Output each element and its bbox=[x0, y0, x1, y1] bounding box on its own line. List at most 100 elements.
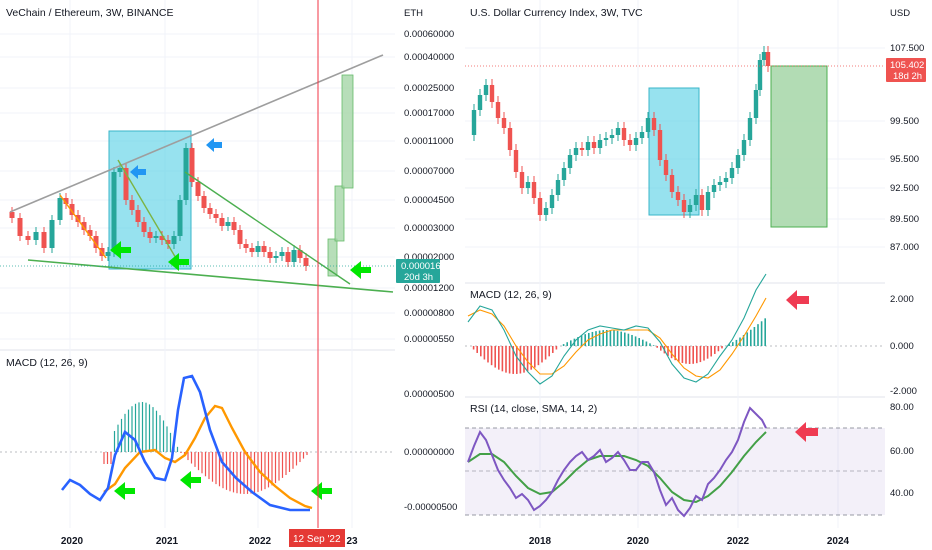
left-y-tick: 0.00060000 bbox=[404, 29, 454, 40]
left-candle bbox=[105, 252, 111, 256]
left-x-tick: 2022 bbox=[249, 536, 272, 547]
right-candle bbox=[723, 178, 729, 182]
right-price-badge bbox=[886, 58, 926, 82]
right-macd-line bbox=[467, 273, 767, 385]
projection-box-2 bbox=[334, 185, 345, 242]
right-candle bbox=[741, 140, 747, 155]
right-candle bbox=[717, 182, 723, 185]
left-y-tick: 0.00001200 bbox=[404, 283, 454, 294]
right-x-tick: 2018 bbox=[529, 536, 552, 547]
right-candle bbox=[501, 118, 507, 128]
right-candle bbox=[675, 192, 681, 200]
left-candle bbox=[261, 246, 267, 252]
rsi-tick: 40.00 bbox=[890, 488, 914, 499]
right-candle bbox=[513, 150, 519, 172]
left-candle bbox=[279, 252, 285, 256]
left-y-tick: 0.00002000 bbox=[404, 252, 454, 263]
green-arrow-macd-3 bbox=[311, 482, 332, 500]
lower-trendline bbox=[27, 259, 394, 293]
left-candle bbox=[183, 148, 189, 200]
left-candle bbox=[153, 236, 159, 238]
left-candle bbox=[25, 236, 31, 240]
right-candle bbox=[747, 118, 753, 140]
right-price-countdown: 18d 2h bbox=[893, 71, 922, 82]
left-candle bbox=[117, 168, 123, 172]
right-pattern-box bbox=[648, 87, 700, 216]
left-y-tick: 0.00025000 bbox=[404, 83, 454, 94]
right-candle bbox=[645, 118, 651, 132]
red-arrow-macd bbox=[786, 290, 809, 310]
green-arrow-macd-1 bbox=[114, 482, 135, 500]
right-macd-tick: -2.000 bbox=[890, 386, 917, 397]
left-y-ticks: 0.00060000 0.00040000 0.00025000 0.00017000… bbox=[404, 29, 454, 345]
left-y-tick: 0.00003000 bbox=[404, 223, 454, 234]
right-macd-tick: 2.000 bbox=[890, 294, 914, 305]
right-candle bbox=[525, 182, 531, 188]
right-signal-line bbox=[467, 297, 767, 379]
left-macd-tick: -0.00000500 bbox=[404, 502, 457, 513]
left-candles bbox=[9, 143, 309, 271]
right-candle bbox=[573, 148, 579, 155]
left-candle bbox=[57, 198, 63, 220]
left-candle bbox=[141, 222, 147, 232]
left-candle bbox=[297, 250, 303, 258]
rsi-band bbox=[465, 428, 885, 515]
right-candle bbox=[621, 128, 627, 140]
right-candle bbox=[561, 168, 567, 180]
left-candle bbox=[219, 218, 225, 226]
right-candle bbox=[489, 85, 495, 102]
wedge-line-1 bbox=[117, 159, 181, 266]
right-candle bbox=[693, 195, 699, 205]
left-candle bbox=[63, 198, 69, 204]
left-y-tick: 0.00040000 bbox=[404, 52, 454, 63]
right-candle bbox=[579, 148, 585, 150]
red-arrow-rsi bbox=[795, 422, 818, 442]
right-candles bbox=[471, 46, 771, 221]
left-candle bbox=[17, 218, 23, 236]
right-candle bbox=[597, 140, 603, 148]
left-candle bbox=[255, 246, 261, 252]
right-x-tick: 2022 bbox=[727, 536, 750, 547]
orange-trendline bbox=[59, 194, 107, 259]
right-candle bbox=[681, 200, 687, 212]
right-macd-title: MACD (12, 26, 9) bbox=[470, 289, 552, 301]
right-candle bbox=[729, 168, 735, 178]
left-candle bbox=[243, 244, 249, 248]
right-candle bbox=[651, 118, 657, 130]
right-candle bbox=[477, 95, 483, 110]
left-candle bbox=[165, 240, 171, 244]
blue-arrow-1 bbox=[130, 165, 146, 179]
left-candle bbox=[69, 204, 75, 215]
left-candle bbox=[9, 212, 15, 218]
cursor-date-label: 12 Sep '22 bbox=[293, 534, 341, 545]
left-macd-histogram bbox=[103, 402, 308, 494]
right-candle bbox=[761, 52, 767, 60]
left-candle bbox=[93, 236, 99, 248]
left-chart-title: VeChain / Ethereum, 3W, BINANCE bbox=[6, 7, 174, 19]
right-macd-tick: 0.000 bbox=[890, 341, 914, 352]
right-candle bbox=[627, 140, 633, 145]
right-x-tick: 2024 bbox=[827, 536, 850, 547]
right-candle bbox=[699, 195, 705, 210]
right-y-tick: 89.500 bbox=[890, 214, 919, 225]
green-arrow-macd-2 bbox=[180, 471, 201, 489]
left-candle bbox=[285, 252, 291, 262]
right-macd-ticks: 2.000 0.000 -2.000 bbox=[890, 294, 917, 397]
right-chart-title: U.S. Dollar Currency Index, 3W, TVC bbox=[470, 7, 643, 19]
left-price-badge-value: 0.00001681 bbox=[401, 261, 451, 272]
left-y-tick: 0.00017000 bbox=[404, 108, 454, 119]
right-candle bbox=[495, 102, 501, 118]
left-macd-tick: 0.00000500 bbox=[404, 389, 454, 400]
left-candle bbox=[147, 232, 153, 238]
right-projection-box bbox=[770, 65, 828, 228]
left-pattern-box bbox=[108, 130, 192, 270]
left-candle bbox=[267, 252, 273, 258]
green-arrow-1 bbox=[110, 241, 131, 259]
projection-box-1 bbox=[327, 238, 338, 277]
right-x-tick: 2020 bbox=[627, 536, 650, 547]
left-candle bbox=[195, 182, 201, 196]
right-y-tick: 99.500 bbox=[890, 116, 919, 127]
blue-arrow-2 bbox=[206, 138, 222, 152]
left-candle bbox=[231, 222, 237, 230]
